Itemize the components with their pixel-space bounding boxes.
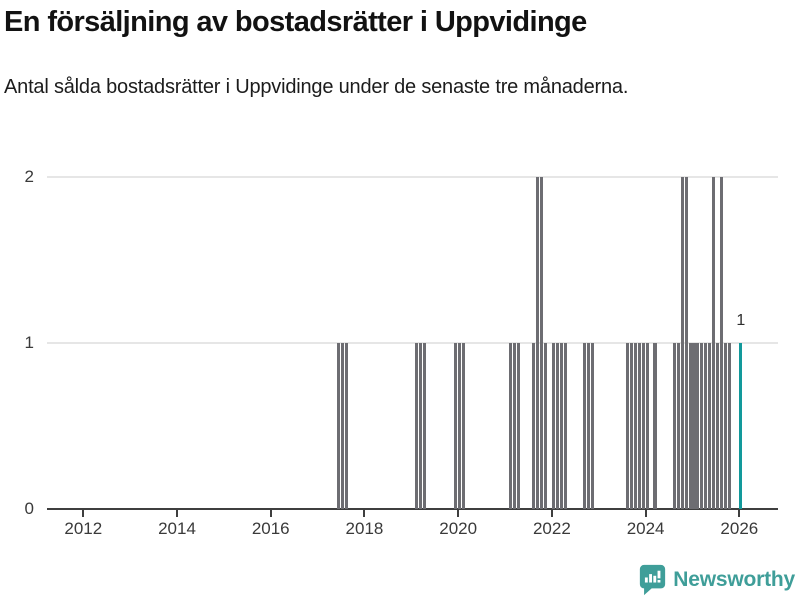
x-axis-tick bbox=[457, 509, 460, 517]
bar bbox=[540, 177, 544, 509]
x-axis-tick-label: 2022 bbox=[532, 519, 571, 538]
bar bbox=[700, 343, 704, 509]
bar bbox=[544, 343, 548, 509]
bar bbox=[583, 343, 587, 509]
bar bbox=[708, 343, 712, 509]
bar bbox=[723, 343, 727, 509]
bar bbox=[344, 343, 349, 509]
x-axis-tick-label: 2012 bbox=[64, 519, 103, 538]
bar bbox=[719, 177, 723, 509]
x-axis-tick bbox=[176, 509, 179, 517]
y-axis-tick-label: 1 bbox=[24, 333, 34, 352]
x-axis-tick-label: 2016 bbox=[251, 519, 290, 538]
bar bbox=[536, 177, 540, 509]
newsworthy-speech-bubble-chart-icon bbox=[639, 564, 666, 596]
x-axis-tick-label: 2020 bbox=[439, 519, 478, 538]
x-axis-tick-label: 2024 bbox=[626, 519, 665, 538]
bar bbox=[645, 343, 649, 509]
bar bbox=[512, 343, 516, 509]
x-axis-tick bbox=[644, 509, 647, 517]
bar bbox=[684, 177, 688, 509]
bar bbox=[688, 343, 692, 509]
chart-subtitle: Antal sålda bostadsrätter i Uppvidinge u… bbox=[4, 76, 629, 98]
bar bbox=[532, 343, 536, 509]
x-axis-tick bbox=[269, 509, 272, 517]
bar bbox=[626, 343, 630, 509]
bar bbox=[516, 343, 520, 509]
gridline-y-2 bbox=[47, 176, 778, 178]
bar bbox=[630, 343, 634, 509]
x-axis-tick-label: 2018 bbox=[345, 519, 384, 538]
bar bbox=[672, 343, 677, 509]
bar bbox=[419, 343, 423, 509]
bar bbox=[676, 343, 680, 509]
bar bbox=[462, 343, 466, 509]
bar bbox=[341, 343, 345, 509]
bar bbox=[458, 343, 462, 509]
bar bbox=[563, 343, 567, 509]
bar bbox=[712, 177, 716, 509]
x-axis-tick bbox=[363, 509, 366, 517]
bar bbox=[704, 343, 708, 509]
bar bbox=[696, 343, 700, 509]
bar bbox=[337, 343, 341, 509]
bar bbox=[727, 343, 731, 509]
bar bbox=[415, 343, 419, 509]
bar bbox=[555, 343, 559, 509]
bar bbox=[590, 343, 595, 509]
bar bbox=[454, 343, 458, 509]
highlight-bar bbox=[739, 343, 743, 509]
newsworthy-logo[interactable]: Newsworthy bbox=[639, 563, 795, 597]
bar bbox=[559, 343, 563, 509]
x-axis-tick-label: 2026 bbox=[720, 519, 759, 538]
x-axis-tick-label: 2014 bbox=[158, 519, 196, 538]
gridline-y-1 bbox=[47, 342, 778, 344]
bar-value-annotation: 1 bbox=[736, 312, 746, 329]
bar bbox=[692, 343, 696, 509]
bar bbox=[641, 343, 645, 509]
bar bbox=[653, 343, 657, 509]
bar bbox=[423, 343, 427, 509]
y-axis-tick-label: 0 bbox=[24, 499, 34, 518]
bar bbox=[637, 343, 641, 509]
bar bbox=[633, 343, 637, 509]
bar bbox=[551, 343, 555, 509]
bar bbox=[508, 343, 513, 509]
x-axis-tick bbox=[82, 509, 85, 517]
bar bbox=[587, 343, 591, 509]
x-axis-tick bbox=[550, 509, 553, 517]
y-axis-tick-label: 2 bbox=[24, 167, 34, 186]
bar bbox=[680, 177, 684, 509]
x-axis-tick bbox=[738, 509, 741, 517]
x-axis-line bbox=[47, 508, 778, 510]
chart-title: En försäljning av bostadsrätter i Uppvid… bbox=[4, 6, 587, 38]
brand-name: Newsworthy bbox=[673, 568, 795, 591]
bar bbox=[715, 343, 719, 509]
